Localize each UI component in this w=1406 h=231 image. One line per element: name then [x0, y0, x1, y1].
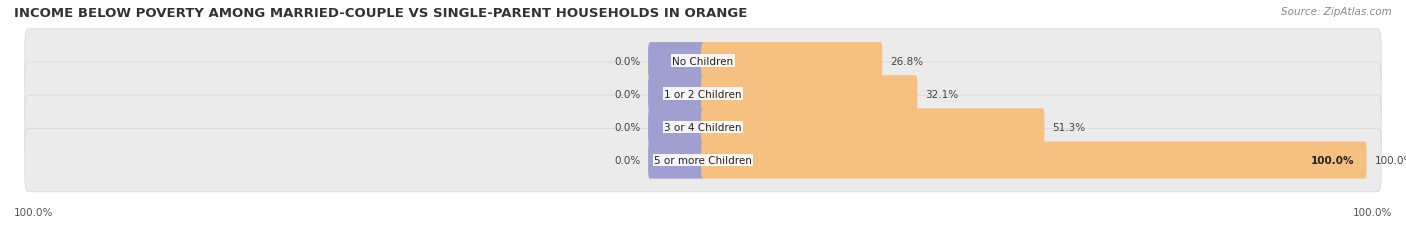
FancyBboxPatch shape: [648, 109, 704, 146]
FancyBboxPatch shape: [702, 43, 883, 80]
FancyBboxPatch shape: [25, 96, 1381, 159]
Text: 32.1%: 32.1%: [925, 89, 959, 99]
FancyBboxPatch shape: [25, 129, 1381, 192]
Text: 100.0%: 100.0%: [1375, 155, 1406, 165]
FancyBboxPatch shape: [648, 142, 704, 179]
FancyBboxPatch shape: [25, 63, 1381, 126]
FancyBboxPatch shape: [648, 43, 704, 80]
Text: 51.3%: 51.3%: [1052, 122, 1085, 132]
Text: 3 or 4 Children: 3 or 4 Children: [664, 122, 742, 132]
Text: 0.0%: 0.0%: [614, 56, 640, 66]
Text: 0.0%: 0.0%: [614, 89, 640, 99]
Text: 100.0%: 100.0%: [14, 207, 53, 217]
Text: 100.0%: 100.0%: [1312, 155, 1355, 165]
Text: 0.0%: 0.0%: [614, 122, 640, 132]
Text: 0.0%: 0.0%: [614, 155, 640, 165]
Text: INCOME BELOW POVERTY AMONG MARRIED-COUPLE VS SINGLE-PARENT HOUSEHOLDS IN ORANGE: INCOME BELOW POVERTY AMONG MARRIED-COUPL…: [14, 7, 748, 20]
Text: 1 or 2 Children: 1 or 2 Children: [664, 89, 742, 99]
FancyBboxPatch shape: [702, 76, 917, 113]
Text: No Children: No Children: [672, 56, 734, 66]
FancyBboxPatch shape: [702, 109, 1045, 146]
FancyBboxPatch shape: [702, 142, 1367, 179]
Text: 26.8%: 26.8%: [890, 56, 924, 66]
FancyBboxPatch shape: [648, 76, 704, 113]
Text: 5 or more Children: 5 or more Children: [654, 155, 752, 165]
Text: Source: ZipAtlas.com: Source: ZipAtlas.com: [1281, 7, 1392, 17]
Text: 100.0%: 100.0%: [1353, 207, 1392, 217]
FancyBboxPatch shape: [25, 30, 1381, 93]
